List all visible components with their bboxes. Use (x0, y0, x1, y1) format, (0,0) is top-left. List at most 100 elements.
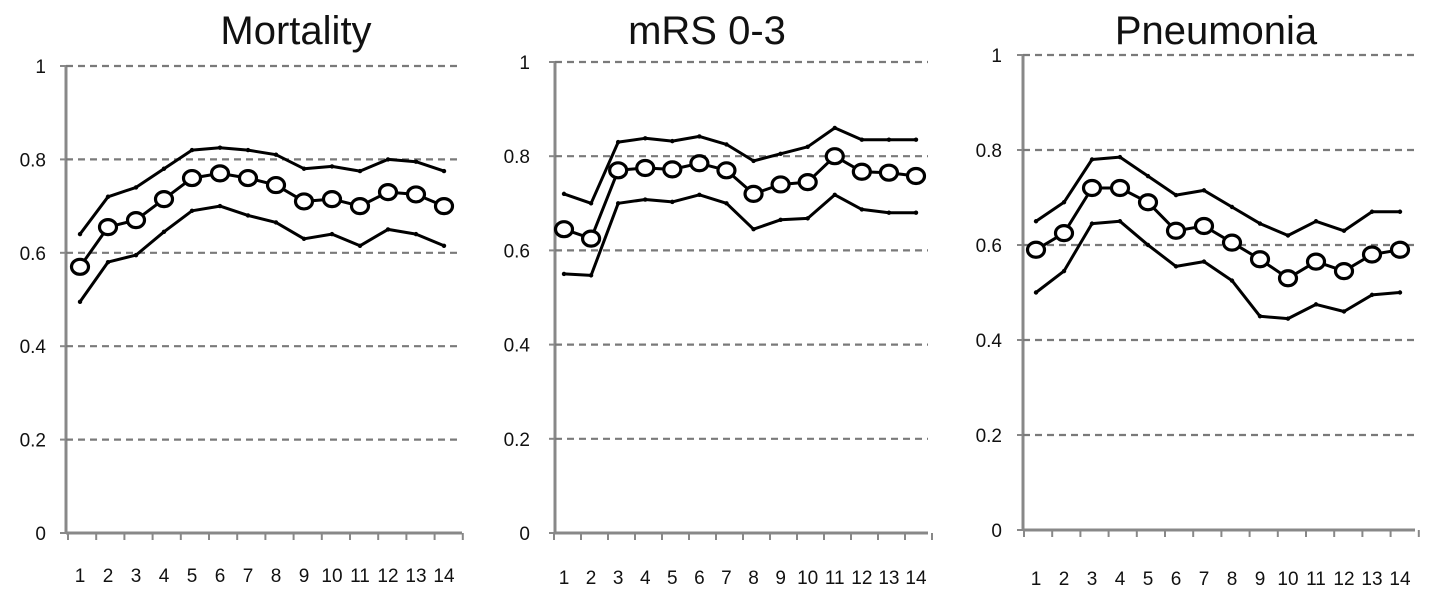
data-point-marker (824, 147, 845, 166)
data-point-marker (265, 175, 287, 195)
data-point (1117, 154, 1123, 160)
x-tick-label: 11 (825, 568, 845, 589)
x-tick-label: 9 (1255, 569, 1266, 590)
x-tick-label: 14 (1389, 569, 1411, 590)
y-tick-label: 0.8 (504, 147, 530, 168)
data-point (561, 191, 567, 197)
data-point (217, 203, 223, 209)
x-tick-label: 5 (667, 568, 678, 589)
data-point (385, 157, 391, 162)
data-point (859, 207, 865, 212)
x-tick-label: 6 (1171, 569, 1182, 590)
data-point-marker (349, 197, 371, 216)
data-point (751, 158, 756, 164)
y-tick-label: 0.6 (976, 236, 1002, 257)
y-tick-label: 0.6 (504, 241, 530, 262)
data-point (245, 213, 251, 218)
y-tick-label: 0.6 (20, 244, 46, 265)
x-tick-label: 2 (1059, 569, 1070, 590)
x-tick-label: 2 (103, 566, 114, 587)
data-point (273, 152, 279, 157)
data-point (189, 147, 195, 153)
y-tick-label: 1 (991, 46, 1002, 67)
data-point-marker (433, 197, 455, 216)
data-point (441, 168, 447, 174)
x-tick-label: 7 (721, 568, 732, 589)
data-point (105, 194, 111, 199)
data-point (1117, 219, 1123, 224)
x-tick-label: 9 (775, 568, 786, 589)
data-point-marker (1389, 240, 1411, 259)
data-point-marker (1081, 178, 1103, 198)
x-tick-label: 4 (159, 566, 170, 587)
series-line (563, 126, 916, 205)
data-point (1173, 264, 1179, 269)
data-point-marker (716, 161, 737, 180)
x-tick-label: 8 (271, 566, 282, 587)
data-point (670, 199, 675, 205)
data-point-marker (1249, 250, 1271, 269)
x-tick-label: 8 (748, 568, 759, 589)
x-tick-label: 3 (1087, 569, 1098, 590)
x-tick-label: 11 (1306, 569, 1326, 590)
data-point (413, 159, 419, 164)
x-tick-label: 13 (1361, 569, 1382, 590)
data-point (724, 201, 729, 206)
y-tick-label: 0.2 (20, 431, 46, 452)
x-tick-label: 5 (1143, 569, 1154, 590)
data-point (1089, 157, 1095, 162)
x-tick-label: 10 (797, 568, 818, 589)
data-point (859, 137, 865, 142)
series-line (78, 146, 445, 236)
data-point-marker (851, 162, 872, 181)
data-point (1313, 219, 1319, 224)
data-point-marker (153, 189, 175, 209)
data-point (697, 192, 702, 198)
data-point (1257, 221, 1263, 226)
data-point (1033, 290, 1039, 295)
x-tick-label: 13 (878, 568, 899, 589)
data-point-marker (181, 168, 203, 188)
y-tick-label: 0 (519, 524, 530, 545)
data-point-marker (1305, 252, 1327, 271)
data-point-marker (293, 192, 315, 211)
data-point (1033, 219, 1039, 224)
data-point (385, 227, 391, 232)
data-point (357, 243, 363, 248)
data-point-marker (1221, 233, 1243, 252)
data-point (1061, 200, 1067, 205)
data-point (913, 210, 919, 215)
chart-title: Mortality (220, 9, 371, 53)
x-tick-label: 14 (905, 568, 927, 589)
data-point (1397, 290, 1403, 295)
data-point (832, 125, 837, 131)
data-point-marker (237, 168, 259, 188)
data-point (1341, 309, 1347, 314)
x-tick-label: 12 (377, 566, 398, 587)
data-point-marker (1053, 224, 1075, 243)
data-point-marker (1137, 193, 1159, 212)
data-point-marker (321, 189, 343, 209)
data-point (1285, 233, 1291, 238)
data-point-marker (797, 173, 818, 192)
x-tick-label: 2 (586, 568, 597, 589)
x-tick-label: 10 (321, 566, 342, 587)
series-line (1035, 155, 1400, 237)
chart-title: mRS 0-3 (628, 9, 786, 53)
data-point (161, 166, 167, 171)
x-tick-label: 12 (851, 568, 872, 589)
chart-title: Pneumonia (1115, 9, 1318, 53)
data-point-marker (689, 154, 710, 173)
data-point-marker (743, 184, 764, 203)
data-point (77, 231, 83, 237)
data-point-marker (878, 163, 900, 182)
y-tick-label: 0 (991, 521, 1002, 542)
data-point-marker (1333, 262, 1355, 281)
data-point (189, 208, 195, 213)
data-point (643, 197, 648, 202)
y-tick-label: 0.8 (976, 141, 1002, 162)
data-point (357, 168, 363, 174)
data-point (778, 217, 783, 222)
